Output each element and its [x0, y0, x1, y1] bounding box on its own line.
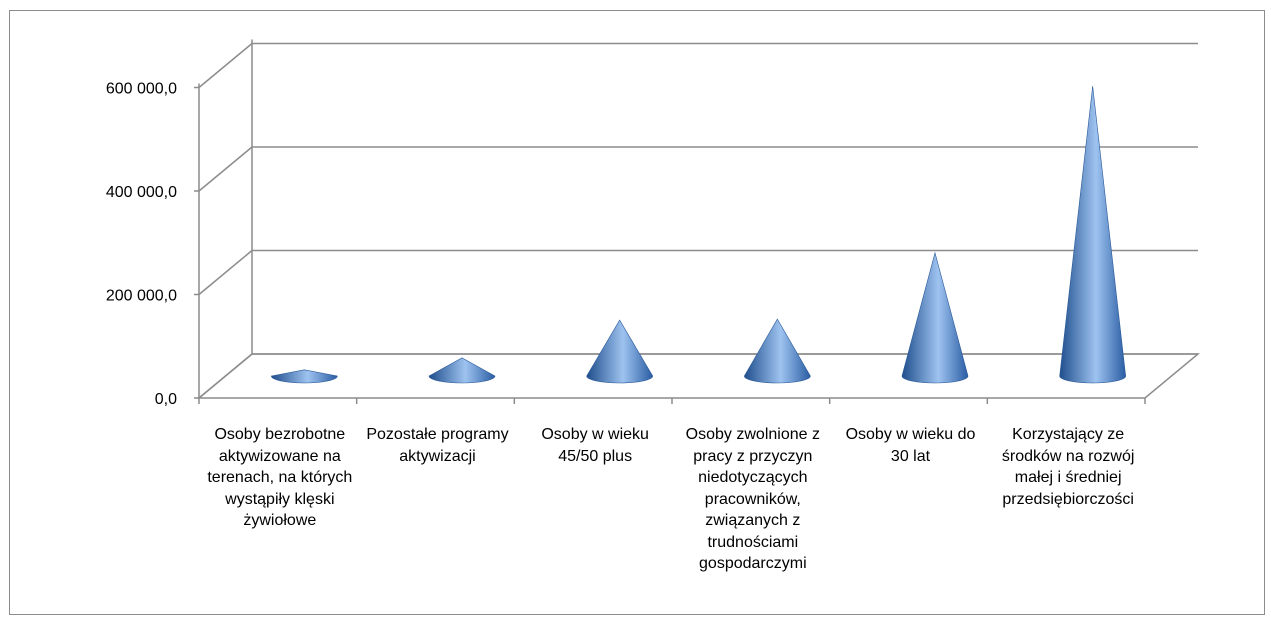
cone-body [586, 319, 653, 384]
x-category-label: Korzystający ze środków na rozwój małej … [1001, 426, 1135, 508]
y-tick-label: 200 000,0 [106, 288, 177, 305]
chart-floor [196, 353, 1201, 399]
x-category-label: Osoby w wieku 45/50 plus [541, 426, 649, 465]
gridline-wall [198, 42, 253, 89]
y-tick-label: 600 000,0 [106, 81, 177, 98]
cone-bar [901, 251, 969, 384]
x-category-label: Osoby zwolnione z pracy z przyczyn niedo… [685, 426, 820, 572]
cone-bar [744, 318, 811, 384]
chart-frame [9, 10, 1265, 615]
cone-bar [1059, 86, 1126, 384]
cone-bar [271, 369, 338, 384]
x-category-label: Osoby bezrobotne aktywizowane na terenac… [207, 426, 353, 529]
cone-bar [586, 319, 653, 384]
cone-body [901, 251, 969, 384]
cone-bar [428, 357, 496, 384]
gridline-wall [198, 353, 253, 399]
cone-body [271, 369, 338, 384]
cone-body [428, 357, 496, 384]
cone-body [1059, 86, 1126, 384]
gridline-wall [198, 249, 253, 296]
y-tick-label: 400 000,0 [106, 184, 177, 201]
cone-body [744, 318, 811, 384]
x-category-label: Osoby w wieku do 30 lat [845, 426, 976, 465]
y-tick-label: 0,0 [155, 391, 177, 408]
x-category-label: Pozostałe programy aktywizacji [366, 426, 509, 465]
gridline-wall [198, 146, 253, 192]
